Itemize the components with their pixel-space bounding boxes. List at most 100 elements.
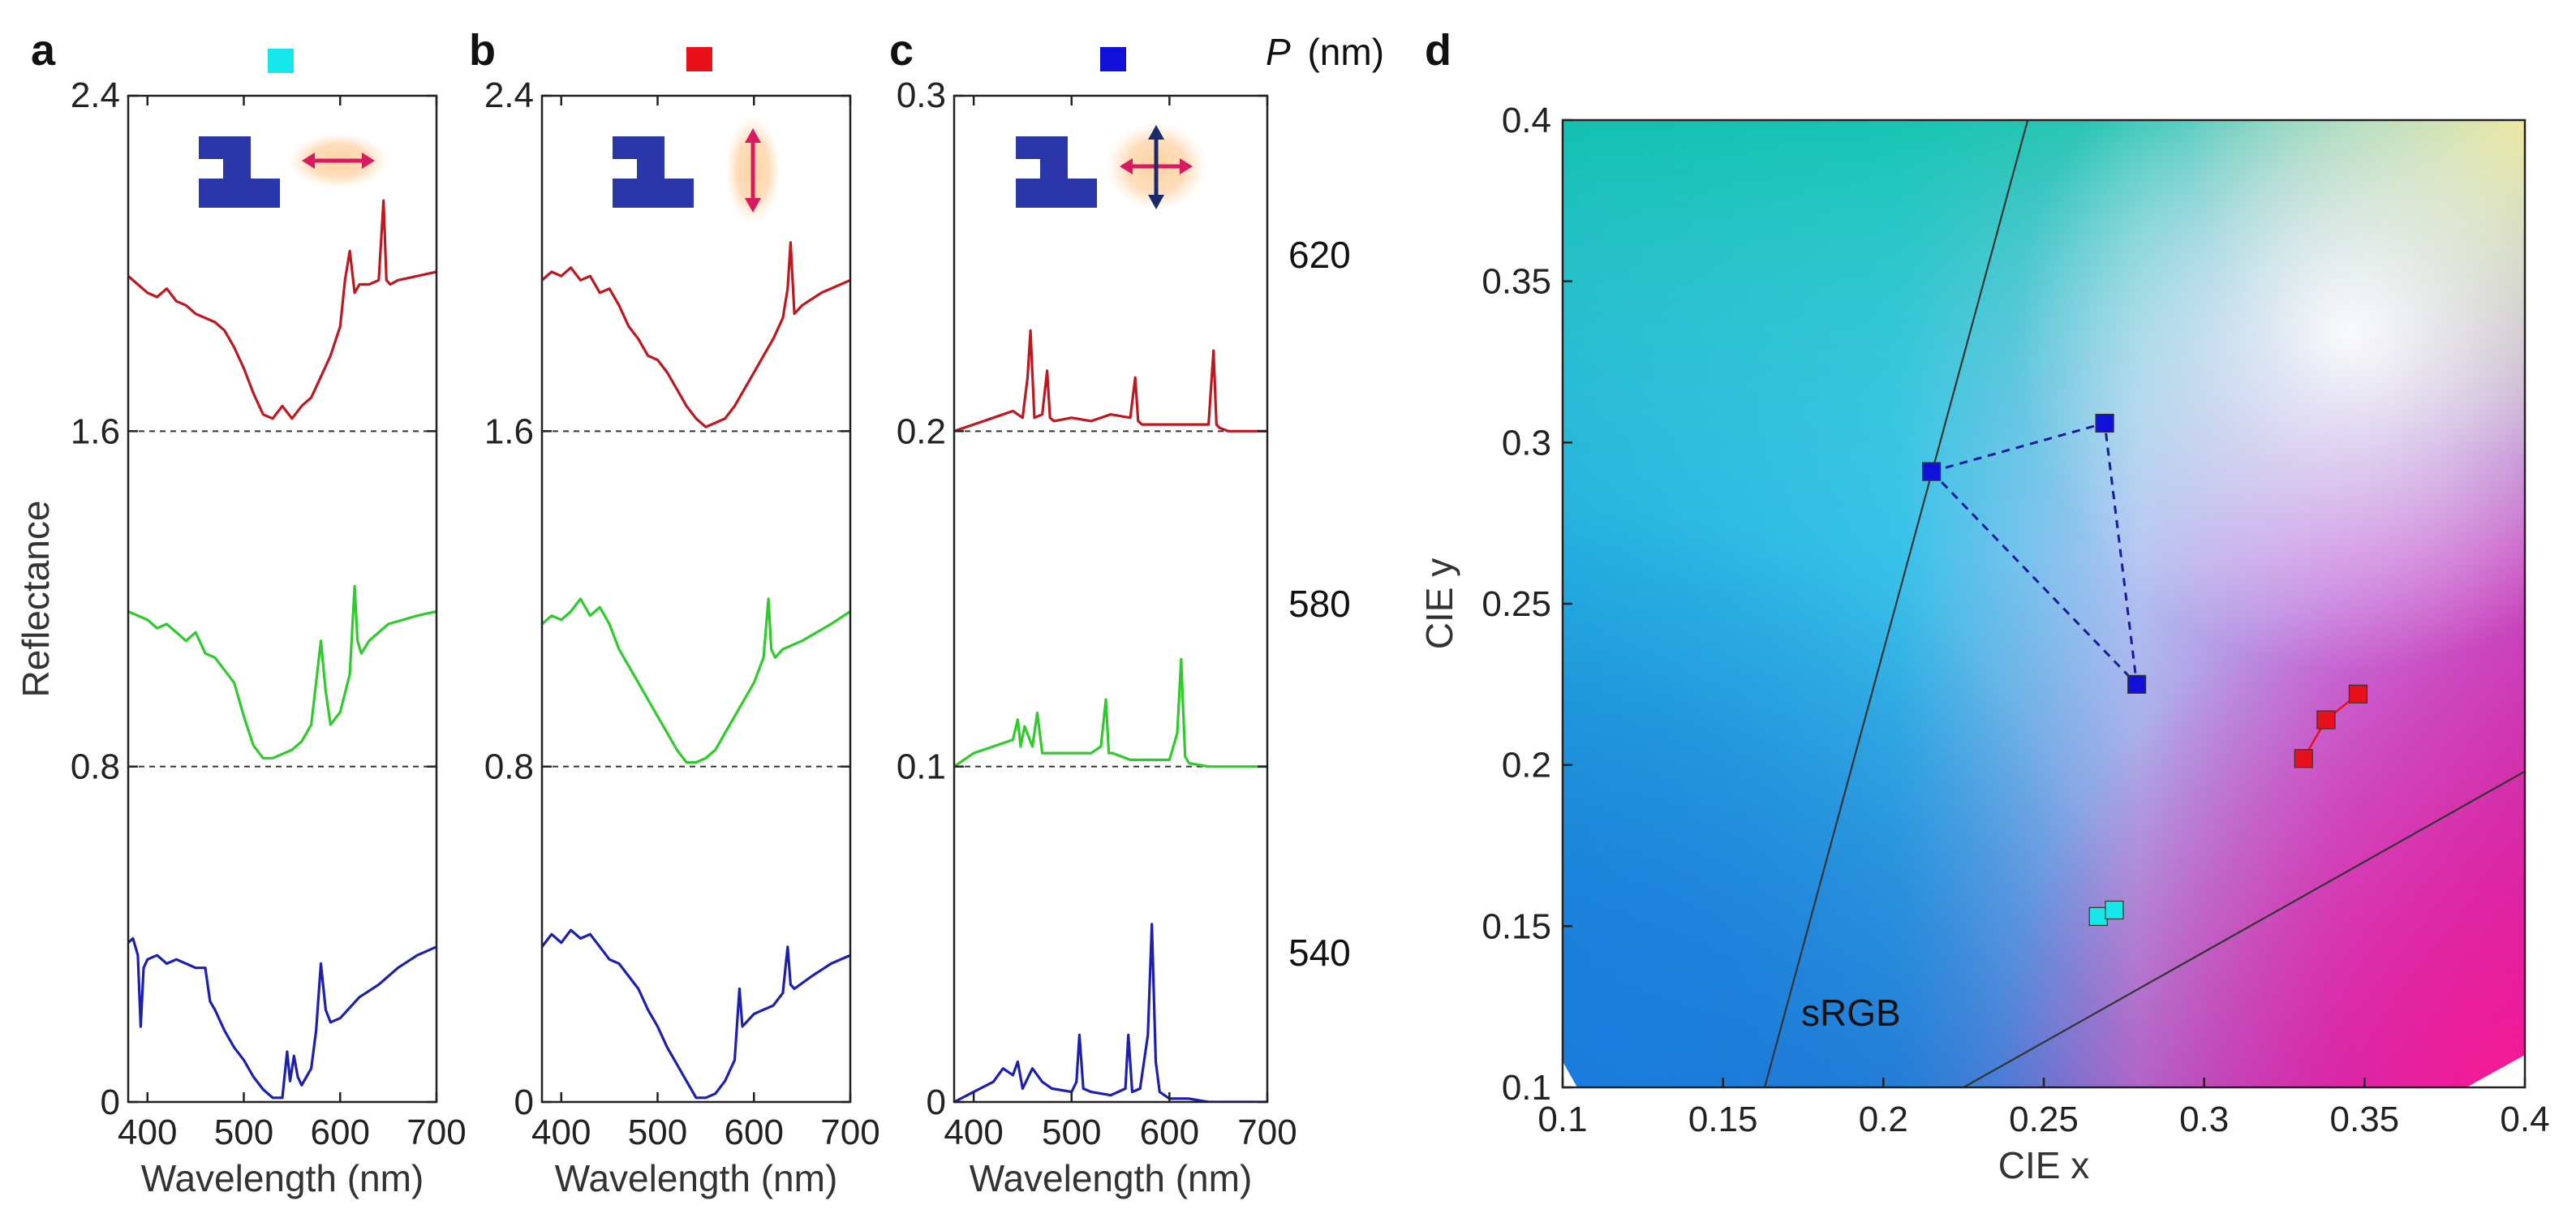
series-line-620 xyxy=(542,241,850,428)
y-tick-label: 0.2 xyxy=(1502,746,1551,786)
z-shape-icon xyxy=(1016,136,1097,208)
period-symbol: P xyxy=(1266,31,1291,73)
inset-c xyxy=(1016,123,1206,210)
y-tick-label: 0.1 xyxy=(897,747,946,787)
series-group xyxy=(954,329,1267,1102)
y-axis-label: CIE y xyxy=(1418,558,1460,649)
marker-cyan xyxy=(2105,900,2124,920)
series-line-580 xyxy=(954,657,1267,768)
panel-label-c: c xyxy=(889,26,914,75)
cie-diagram: 0.1 0.15 0.2 0.25 0.3 0.35 0.4 0.1 0.15 0.2 0.25 0.… xyxy=(1418,101,2550,1186)
x-axis-label: CIE x xyxy=(1998,1144,2089,1186)
series-line-540 xyxy=(128,936,437,1100)
x-tick-label: 0.1 xyxy=(1537,1100,1587,1139)
srgb-edge-line-0 xyxy=(1763,120,2029,1087)
x-tick-label: 0.35 xyxy=(2330,1100,2400,1139)
series-line-580 xyxy=(128,584,437,760)
cie-content: 0.1 0.15 0.2 0.25 0.3 0.35 0.4 0.1 0.15 0.2 0.25 0.… xyxy=(1418,101,2550,1186)
panel-b-spectra: 0 0.8 1.6 2.4 400 500 600 700 Wavelength (nm) xyxy=(484,75,880,1199)
panel-label-b: b xyxy=(469,26,496,75)
vertical-arrow-icon xyxy=(1148,125,1164,209)
marker-cyan xyxy=(2088,906,2108,927)
x-tick-label: 700 xyxy=(820,1113,879,1152)
x-tick-label: 600 xyxy=(1140,1113,1199,1152)
series-line-620 xyxy=(128,199,437,420)
period-unit: (nm) xyxy=(1307,31,1384,73)
y-tick-label: 0.2 xyxy=(897,411,946,451)
marker-red xyxy=(2348,684,2368,704)
y-tick-label: 0.3 xyxy=(1502,423,1551,463)
y-tick-label: 0.1 xyxy=(1502,1068,1551,1108)
srgb-edge-line-1 xyxy=(1963,770,2525,1087)
y-tick-label: 0.8 xyxy=(484,747,534,787)
series-line-620 xyxy=(954,329,1267,433)
x-tick-label: 400 xyxy=(531,1113,591,1152)
legend-marker-blue xyxy=(1100,47,1126,71)
horizontal-arrow-icon xyxy=(302,153,375,169)
srgb-label: sRGB xyxy=(1801,992,1901,1034)
y-tick-label: 0 xyxy=(514,1083,534,1122)
x-tick-label: 700 xyxy=(1237,1113,1297,1152)
x-tick-label: 400 xyxy=(944,1113,1003,1152)
plot-frame xyxy=(127,94,438,1104)
marker-blue xyxy=(1922,462,1942,481)
x-tick-label: 500 xyxy=(628,1113,687,1152)
period-value-580: 580 xyxy=(1288,583,1351,625)
x-tick-label: 500 xyxy=(214,1113,273,1152)
panel-label-d: d xyxy=(1425,26,1451,75)
y-tick-label: 1.6 xyxy=(71,411,120,451)
y-tick-label: 2.4 xyxy=(71,75,120,115)
x-axis-label: Wavelength (nm) xyxy=(970,1157,1253,1199)
series-line-540 xyxy=(542,928,850,1100)
legend-marker-red xyxy=(686,47,712,71)
plot-frame xyxy=(953,94,1269,1104)
z-shape-icon xyxy=(199,136,280,208)
y-tick-label: 0.15 xyxy=(1482,906,1551,946)
series-group xyxy=(128,199,437,1100)
panel-c-spectra: 0 0.1 0.2 0.3 400 500 600 700 Wavelength (nm) xyxy=(897,75,1297,1199)
panel-a-spectra: 0 0.8 1.6 2.4 400 500 600 700 Wavelength (nm) Ref… xyxy=(15,75,467,1199)
period-header: P (nm) xyxy=(1266,31,1384,73)
y-tick-label: 0.4 xyxy=(1502,101,1551,140)
x-tick-label: 500 xyxy=(1042,1113,1101,1152)
x-tick-label: 0.2 xyxy=(1859,1100,1908,1139)
x-axis-label: Wavelength (nm) xyxy=(555,1157,838,1199)
x-tick-label: 0.25 xyxy=(2009,1100,2079,1139)
y-tick-label: 0.35 xyxy=(1482,262,1551,302)
y-tick-label: 1.6 xyxy=(484,411,534,451)
x-axis-label: Wavelength (nm) xyxy=(141,1157,424,1199)
z-shape-icon xyxy=(613,136,694,208)
marker-red xyxy=(2294,749,2313,768)
x-tick-label: 700 xyxy=(406,1113,466,1152)
x-tick-label: 0.4 xyxy=(2500,1100,2549,1139)
x-tick-label: 600 xyxy=(725,1113,784,1152)
panel-label-a: a xyxy=(31,26,56,75)
x-tick-label: 600 xyxy=(311,1113,370,1152)
x-tick-label: 0.3 xyxy=(2179,1100,2229,1139)
triangle-dashed-blue xyxy=(1929,421,2139,688)
series-group xyxy=(542,241,850,1100)
plot-frame xyxy=(540,94,852,1104)
series-line-580 xyxy=(542,597,850,764)
marker-red xyxy=(2316,710,2336,730)
legend-marker-cyan xyxy=(268,49,294,73)
cie-white-point-glow xyxy=(1563,120,2525,1087)
y-tick-label: 0.8 xyxy=(71,747,120,787)
srgb-edges xyxy=(1763,120,2525,1087)
cie-outside-bottom-right xyxy=(2466,1055,2525,1087)
period-value-540: 540 xyxy=(1288,932,1351,974)
y-axis-label: Reflectance xyxy=(15,501,57,698)
x-tick-label: 400 xyxy=(118,1113,177,1152)
y-tick-label: 0.3 xyxy=(897,75,946,115)
period-value-620: 620 xyxy=(1288,234,1351,276)
inset-b xyxy=(613,117,781,224)
marker-blue xyxy=(2095,413,2114,433)
y-tick-label: 0 xyxy=(927,1083,946,1122)
series-line-540 xyxy=(954,923,1267,1102)
y-tick-label: 0.25 xyxy=(1482,584,1551,624)
vertical-arrow-icon xyxy=(745,128,761,213)
cie-outside-bottom-left xyxy=(1563,1061,1577,1087)
marker-blue xyxy=(2127,674,2147,694)
y-tick-label: 2.4 xyxy=(484,75,534,115)
